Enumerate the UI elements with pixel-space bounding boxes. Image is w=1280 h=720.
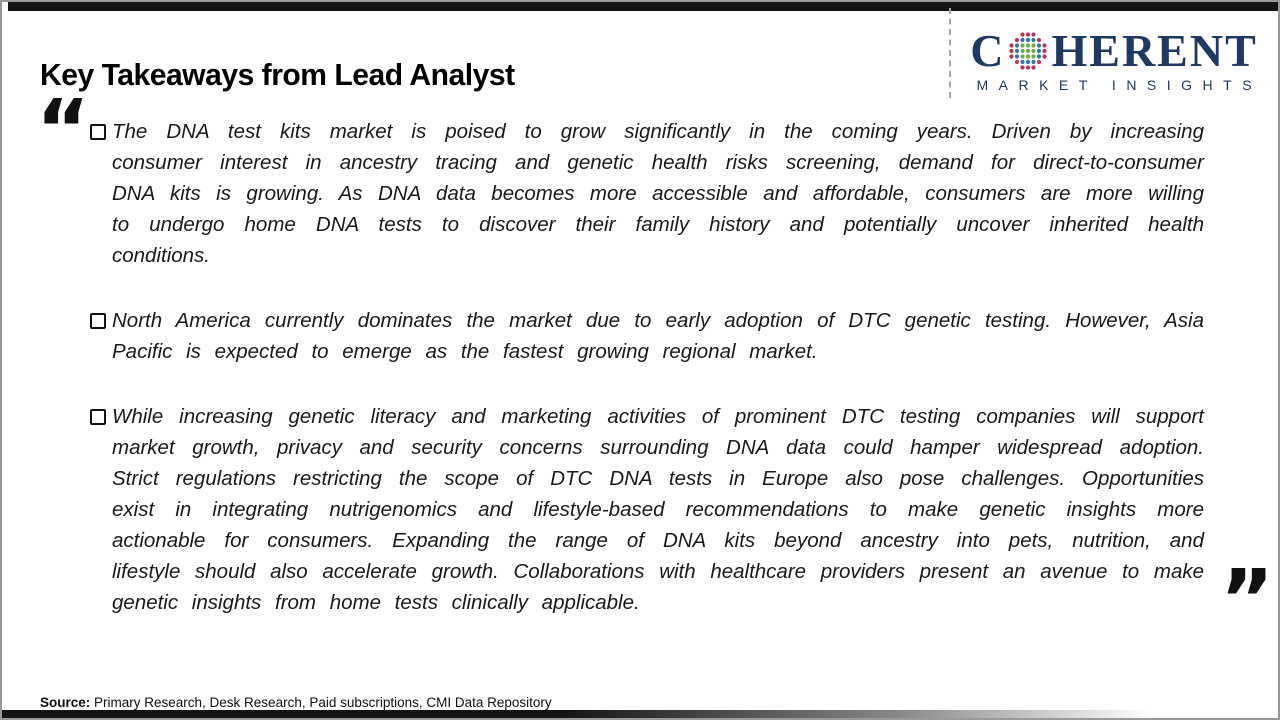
checkbox-bullet-icon xyxy=(90,124,106,140)
takeaway-text: North America currently dominates the ma… xyxy=(112,309,1204,363)
bottom-accent-bar xyxy=(2,710,1253,718)
logo-letter-c: C xyxy=(970,25,1006,76)
close-quote-icon: ” xyxy=(1220,553,1274,648)
source-line: Source: Primary Research, Desk Research,… xyxy=(40,695,552,710)
checkbox-bullet-icon xyxy=(90,313,106,329)
source-label: Source: xyxy=(40,695,91,710)
takeaway-item: North America currently dominates the ma… xyxy=(90,305,1204,367)
logo-tagline: MARKET INSIGHTS xyxy=(976,77,1263,93)
checkbox-bullet-icon xyxy=(90,409,106,425)
page-title: Key Takeaways from Lead Analyst xyxy=(40,56,515,92)
takeaway-item: The DNA test kits market is poised to gr… xyxy=(90,116,1204,271)
open-quote-icon: “ xyxy=(36,83,90,178)
company-logo: C HERENT MARKET INSIGHTS xyxy=(964,28,1264,94)
logo-letters-herent: HERENT xyxy=(1051,25,1258,76)
takeaway-text: While increasing genetic literacy and ma… xyxy=(112,405,1204,614)
logo-divider-dashed-line xyxy=(949,8,951,98)
takeaways-list: The DNA test kits market is poised to gr… xyxy=(90,116,1204,652)
takeaway-item: While increasing genetic literacy and ma… xyxy=(90,401,1204,618)
source-text: Primary Research, Desk Research, Paid su… xyxy=(90,695,552,710)
logo-wordmark: C HERENT xyxy=(964,28,1264,74)
dotted-globe-icon xyxy=(1009,32,1048,70)
takeaway-text: The DNA test kits market is poised to gr… xyxy=(112,120,1204,267)
top-accent-bar xyxy=(8,2,1278,11)
